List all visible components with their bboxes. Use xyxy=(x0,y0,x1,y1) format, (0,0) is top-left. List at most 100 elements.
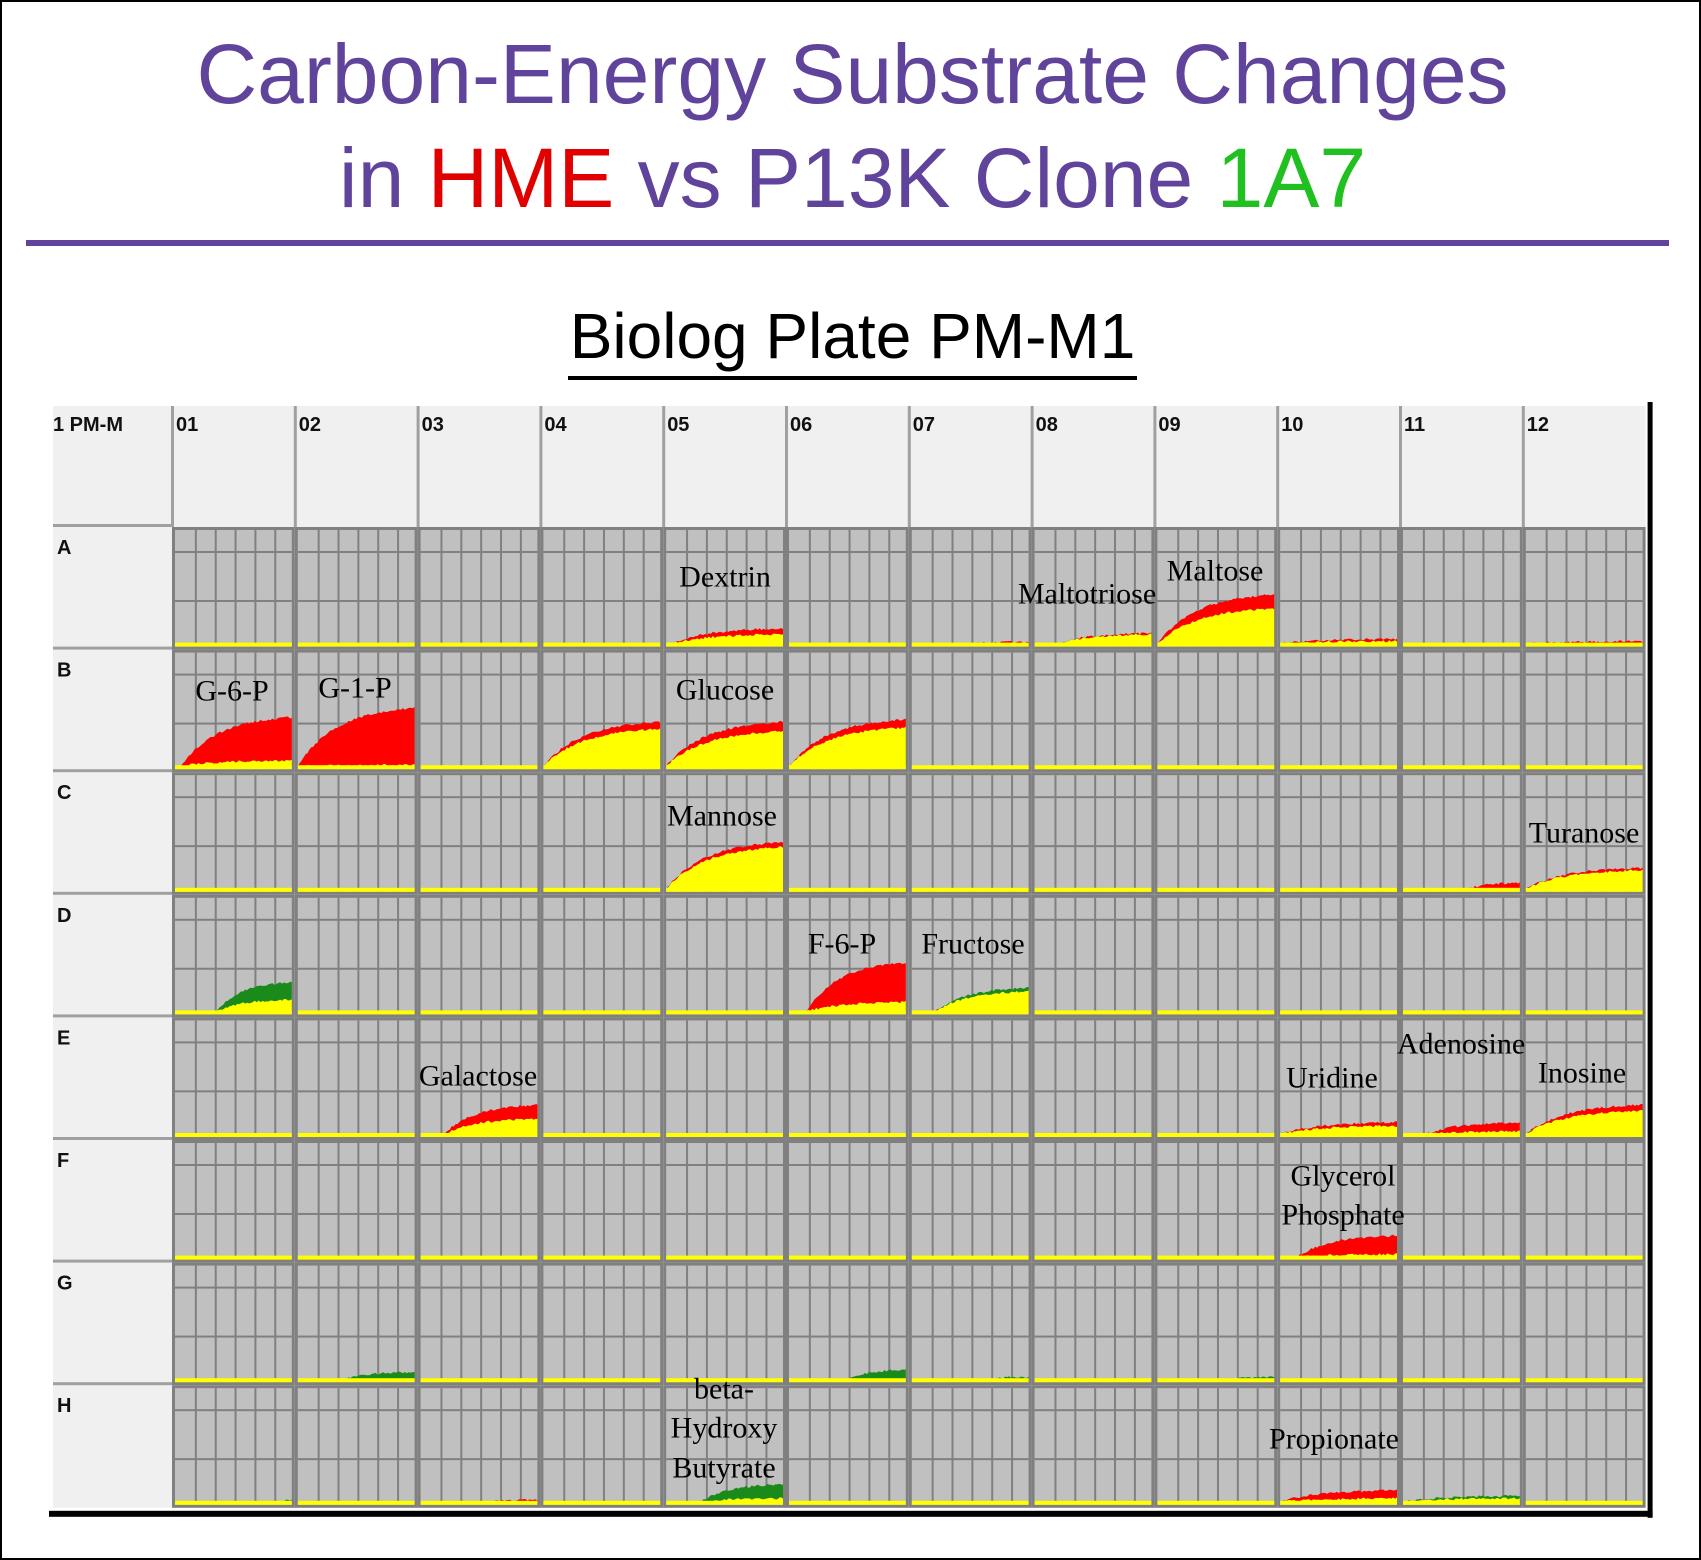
grid-line xyxy=(1525,1041,1643,1044)
grid-line xyxy=(1300,1020,1303,1137)
grid-line xyxy=(440,652,443,770)
grid-line xyxy=(1545,1388,1548,1505)
baseline xyxy=(1280,642,1397,647)
column-label-01: 01 xyxy=(176,414,198,436)
grid-line xyxy=(1545,897,1548,1015)
grid-line xyxy=(1256,897,1259,1015)
grid-line xyxy=(297,1286,415,1289)
baseline xyxy=(666,1378,783,1383)
grid-line xyxy=(1585,652,1588,770)
grid-line xyxy=(1300,775,1303,892)
grid-line xyxy=(1482,1265,1485,1383)
grid-line xyxy=(666,1212,783,1215)
grid-line xyxy=(666,1041,783,1044)
grid-line xyxy=(745,775,748,892)
grid-line xyxy=(297,1409,415,1412)
grid-line xyxy=(397,1388,400,1505)
grid-line xyxy=(1011,652,1014,770)
grid-line xyxy=(725,530,728,647)
grid-line xyxy=(745,1265,748,1383)
label-glucose: Glucose xyxy=(675,673,775,707)
well-bg xyxy=(1403,1388,1520,1505)
grid-line xyxy=(911,1212,1029,1215)
grid-line xyxy=(175,1041,292,1044)
grid-line xyxy=(1403,722,1520,725)
grid-line xyxy=(194,530,197,647)
grid-line xyxy=(1011,897,1014,1015)
well-bg xyxy=(1034,1020,1152,1137)
grid-line xyxy=(420,1041,538,1044)
grid-line xyxy=(1585,1143,1588,1260)
baseline xyxy=(543,1010,661,1015)
grid-line xyxy=(1319,530,1322,647)
grid-line xyxy=(1177,1265,1180,1383)
grid-line xyxy=(1545,530,1548,647)
column-separator xyxy=(293,406,297,527)
grid-line xyxy=(642,1020,645,1137)
column-label-11: 11 xyxy=(1404,414,1425,436)
grid-line xyxy=(911,722,1029,725)
grid-line xyxy=(274,530,277,647)
grid-line xyxy=(666,1409,783,1412)
baseline xyxy=(420,642,538,647)
grid-line xyxy=(911,1163,1029,1166)
grid-line xyxy=(745,1143,748,1260)
grid-line xyxy=(1256,1265,1259,1383)
grid-line xyxy=(563,1265,566,1383)
grid-line xyxy=(214,1020,217,1137)
grid-line xyxy=(828,1388,831,1505)
grid-line xyxy=(1094,1143,1097,1260)
grid-line xyxy=(397,1265,400,1383)
baseline xyxy=(297,1378,415,1383)
grid-line xyxy=(543,1163,661,1166)
grid-line xyxy=(828,1020,831,1137)
well-bg xyxy=(666,1143,783,1260)
grid-line xyxy=(1625,775,1628,892)
grid-line xyxy=(563,1388,566,1505)
grid-line xyxy=(971,897,974,1015)
grid-line xyxy=(1585,1388,1588,1505)
grid-line xyxy=(214,1265,217,1383)
grid-line xyxy=(1403,1041,1520,1044)
grid-line xyxy=(175,550,292,553)
grid-line xyxy=(745,897,748,1015)
grid-line xyxy=(1359,652,1362,770)
grid-line xyxy=(1034,1212,1152,1215)
grid-line xyxy=(1422,652,1425,770)
well-bg xyxy=(1034,1143,1152,1260)
grid-line xyxy=(765,1020,768,1137)
grid-line xyxy=(1339,652,1342,770)
grid-line xyxy=(357,652,360,770)
baseline xyxy=(911,765,1029,770)
baseline xyxy=(789,1010,906,1015)
well-bg xyxy=(297,530,415,647)
title-line-1: Carbon-Energy Substrate Changes xyxy=(196,27,1509,121)
grid-line xyxy=(971,1020,974,1137)
grid-line xyxy=(234,652,237,770)
grid-line xyxy=(175,1458,292,1461)
grid-line xyxy=(420,1090,538,1093)
grid-line xyxy=(1157,1286,1275,1289)
well-bg xyxy=(1034,897,1152,1015)
baseline xyxy=(1403,1255,1520,1260)
grid-line xyxy=(194,897,197,1015)
grid-line xyxy=(420,1458,538,1461)
grid-line xyxy=(1565,775,1568,892)
well-bg xyxy=(911,1388,1029,1505)
frame-right xyxy=(1647,402,1653,1518)
grid-line xyxy=(1157,1090,1275,1093)
title-line-2: in HME vs P13K Clone 1A7 xyxy=(2,136,1699,220)
grid-line xyxy=(1482,897,1485,1015)
grid-line xyxy=(1236,897,1239,1015)
label-g1p: G-1-P xyxy=(318,671,392,705)
grid-line xyxy=(1502,1143,1505,1260)
grid-line xyxy=(1074,897,1077,1015)
grid-line xyxy=(1605,1265,1608,1383)
grid-line xyxy=(951,775,954,892)
grid-line xyxy=(317,652,320,770)
grid-line xyxy=(602,530,605,647)
grid-line xyxy=(214,1388,217,1505)
grid-line xyxy=(1403,1335,1520,1338)
grid-line xyxy=(1177,1143,1180,1260)
grid-line xyxy=(931,1020,934,1137)
